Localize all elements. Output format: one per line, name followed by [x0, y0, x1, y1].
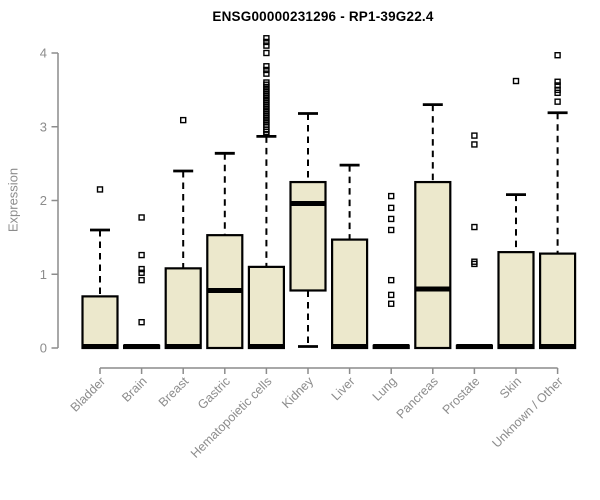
outlier-point [138, 269, 145, 276]
outlier-point [388, 215, 395, 223]
x-category-label: Bladder [68, 374, 108, 414]
x-category-label: Skin [497, 374, 524, 401]
box-group-skin [497, 77, 535, 350]
outlier-point [263, 38, 270, 46]
box-group-gastric [206, 151, 244, 350]
outlier-point [263, 35, 270, 42]
x-category-label: Brain [119, 374, 150, 405]
outlier-point [263, 70, 270, 77]
chart-title: ENSG00000231296 - RP1-39G22.4 [212, 9, 434, 24]
outlier-point [388, 276, 395, 284]
y-tick-label: 1 [40, 267, 47, 282]
box-group-prostate [455, 132, 493, 350]
outlier-point [554, 52, 561, 59]
outlier-point [388, 291, 395, 299]
outlier-point [554, 78, 561, 85]
outlier-point [554, 82, 561, 89]
x-category-label: Kidney [279, 374, 316, 411]
box-rect [81, 295, 119, 350]
outlier-point [263, 49, 270, 57]
outlier-point [263, 79, 270, 86]
outlier-point [96, 186, 104, 193]
box-rect [414, 180, 452, 350]
x-category-label: Lung [370, 374, 400, 404]
box-rect [331, 238, 369, 350]
outlier-point [471, 132, 478, 139]
x-category-label: Prostate [440, 374, 483, 417]
outlier-point [263, 66, 270, 74]
box-group-bladder [81, 186, 119, 350]
box-rect [164, 267, 202, 350]
outlier-point [388, 192, 395, 200]
box-group-pancreas [414, 103, 452, 350]
box-group-brain [122, 214, 161, 350]
outlier-point [138, 318, 145, 326]
x-category-label: Liver [329, 374, 358, 403]
x-category-label: Unknown / Other [489, 374, 565, 450]
box-rect [289, 180, 327, 292]
x-category-label: Hematopoietic cells [188, 374, 275, 461]
outlier-point [138, 214, 145, 221]
outlier-point [138, 251, 145, 259]
box-group-hematopoietic-cells [247, 35, 285, 350]
y-tick-label: 4 [40, 46, 47, 61]
x-category-label: Gastric [195, 374, 233, 412]
outlier-point [263, 63, 270, 70]
outlier-point [388, 226, 395, 234]
y-tick-label: 0 [40, 341, 47, 356]
box-group-liver [331, 163, 369, 350]
outlier-point [471, 258, 478, 265]
box-rect [497, 251, 535, 350]
box-rect [538, 252, 577, 350]
outlier-point [388, 204, 395, 212]
y-tick-label: 2 [40, 193, 47, 208]
x-category-label: Breast [156, 374, 192, 410]
outlier-point [138, 265, 145, 273]
outlier-point [263, 42, 270, 49]
outlier-point [179, 116, 187, 124]
outlier-point [471, 223, 478, 231]
outlier-point [138, 276, 145, 284]
box-group-breast [164, 116, 202, 350]
box-group-kidney [289, 112, 327, 348]
box-rect [247, 265, 285, 350]
x-category-label: Pancreas [394, 374, 441, 421]
box-group-lung [372, 192, 410, 350]
outlier-point [388, 300, 395, 307]
outlier-point [512, 77, 520, 85]
outlier-point [471, 141, 478, 148]
outlier-point [554, 98, 561, 105]
y-tick-label: 3 [40, 119, 47, 134]
box-group-unknown-other [538, 52, 577, 350]
